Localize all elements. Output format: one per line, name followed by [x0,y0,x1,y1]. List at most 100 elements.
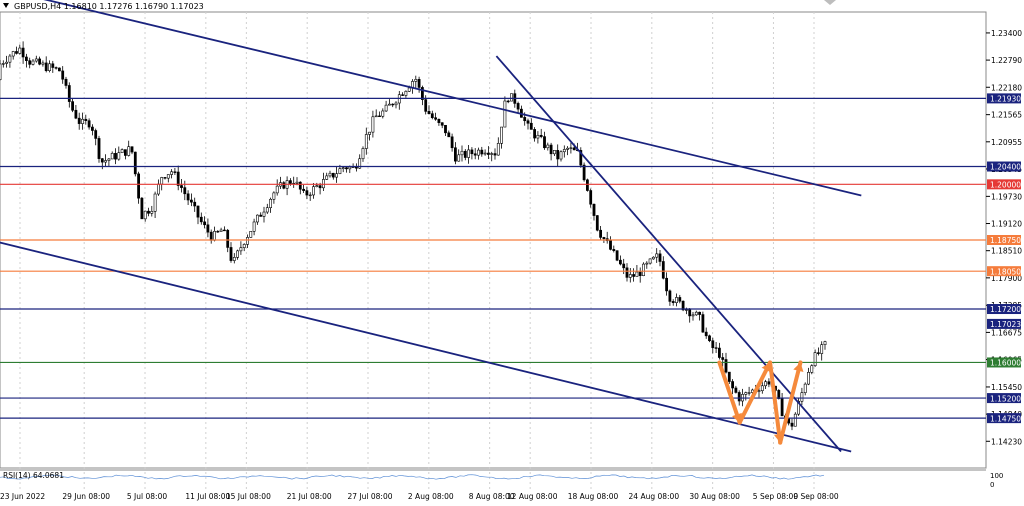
y-tick-label: 1.17900 [991,274,1022,283]
level-label-box [987,266,1021,277]
candle-body [232,257,236,261]
w-pattern-arrows [717,360,804,445]
level-label: 1.20000 [990,181,1021,190]
candle-body [473,153,477,156]
candle-body [143,210,147,220]
candle-body [694,311,698,316]
candle-body [255,214,259,223]
candle-body [364,134,368,149]
candle-body [427,111,431,115]
candle-body [81,118,84,124]
candle-body [110,153,114,160]
candle-body [675,297,678,303]
candle-body [180,185,183,188]
candle-body [661,261,665,279]
candle-body [430,113,434,119]
y-tick-label: 1.19730 [991,192,1022,201]
y-tick-label: 1.18510 [991,247,1022,256]
candle-body [747,392,751,394]
candle-body [371,116,375,133]
x-tick-label: 18 Aug 08:00 [568,492,619,501]
candle-body [737,392,741,402]
level-labels: 1.21930 1.20400 1.20000 1.18750 1.18050 1.172… [987,93,1021,423]
candle-body [140,197,144,220]
horizontal-levels[interactable] [0,97,986,419]
candle-body [665,277,669,292]
x-tick-label: 15 Jul 08:00 [226,492,271,501]
candle-body [727,371,731,382]
candle-body [391,103,395,106]
candle-body [533,129,537,139]
candle-body [265,207,269,213]
candle-body [318,185,322,189]
candle-body [21,47,25,58]
candle-body [223,229,226,232]
x-tick-label: 5 Jul 08:00 [127,492,167,501]
candle-body [483,152,487,155]
candle-body [414,79,418,82]
candle-body [401,94,405,96]
candle-body [239,247,243,252]
candle-body [87,120,91,128]
candle-body [417,79,421,88]
candle-body [157,183,160,195]
candle-body [618,259,622,265]
rsi-line [0,474,825,480]
candle-body [216,230,220,233]
candle-body [236,250,240,258]
x-tick-label: 27 Jul 08:00 [348,492,393,501]
candle-body [582,164,586,181]
candle-body [609,240,612,250]
candle-body [780,398,784,417]
candle-body [302,188,306,191]
candle-body [678,297,682,302]
candle-body [61,70,65,80]
candle-body [655,253,659,258]
rsi-label: RSI(14) 64.0681 [3,471,64,480]
candle-body [120,149,124,154]
candle-body [467,149,471,158]
candle-body [500,126,504,144]
candle-body [704,331,708,337]
pattern-arrow-segment [778,360,803,445]
candle-body [434,117,438,120]
title-arrow-icon [3,3,9,8]
candle-body [193,201,197,207]
candle-body [262,211,266,217]
candle-body [328,172,332,177]
candle-body [28,60,32,65]
one-click-trading-icon[interactable] [824,0,836,5]
candle-body [444,124,447,134]
candle-body [259,214,263,217]
candle-body [470,149,474,155]
candle-body [387,103,391,106]
level-label-box [987,357,1021,368]
candle-body [341,167,345,169]
candle-body [199,216,203,223]
candle-body [526,120,530,124]
candle-body [516,103,520,110]
candle-body [209,231,213,241]
candle-body [823,341,827,345]
candle-body [150,211,154,214]
candle-body [338,168,342,175]
candle-body [612,249,616,251]
candle-body [463,150,467,158]
candle-body [196,205,200,218]
trendlines[interactable] [0,0,862,453]
candle-body [681,300,685,311]
candle-body [381,110,385,117]
candle-body [800,392,804,402]
candle-body [67,85,71,102]
level-label: 1.16000 [990,359,1021,368]
candle-body [315,185,319,188]
y-tick-label: 1.22790 [991,56,1022,65]
candle-body [658,253,662,262]
candle-body [321,179,325,189]
candle-body [645,262,649,265]
candle-body [38,58,42,65]
candle-body [615,250,619,261]
candle-body [714,347,718,349]
